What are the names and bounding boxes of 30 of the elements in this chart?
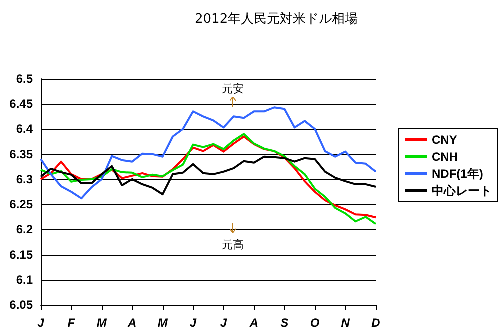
y-tick-label: 6.35 — [10, 147, 34, 162]
y-tick-label: 6.3 — [16, 172, 34, 186]
y-tick-label: 6.05 — [10, 298, 34, 312]
y-tick-label: 6.1 — [16, 272, 34, 287]
line-series — [40, 106, 377, 200]
annotation: 元高 — [222, 238, 244, 252]
x-tick-label: S — [280, 316, 289, 330]
x-tick-label: M — [158, 316, 169, 330]
x-tick-label: F — [68, 316, 76, 330]
legend-label: 中心レート — [432, 184, 492, 198]
x-tick-label: J — [38, 316, 45, 330]
y-tick-label: 6.5 — [16, 72, 34, 86]
legend-label: CNH — [432, 150, 458, 164]
y-tick-label: 6.15 — [10, 248, 34, 262]
x-tick-label: A — [248, 316, 259, 330]
x-tick-label: A — [127, 316, 137, 330]
legend-label: CNY — [432, 133, 458, 147]
y-tick-label: 6.4 — [16, 122, 34, 136]
y-tick-label: 6.2 — [16, 222, 34, 237]
x-tick-label: J — [190, 316, 197, 330]
x-tick-label: O — [310, 316, 320, 330]
chart-title: 2012年人民元対米ドル相場 — [195, 11, 358, 27]
annotation: 元安 — [222, 82, 244, 96]
y-tick-label: 6.25 — [10, 198, 34, 212]
legend-label: NDF(1年) — [432, 167, 484, 181]
x-tick-label: J — [220, 316, 228, 330]
x-tick-label: M — [96, 316, 108, 330]
x-tick-label: N — [341, 316, 350, 330]
y-tick-label: 6.45 — [10, 97, 34, 112]
x-tick-label: D — [372, 316, 381, 330]
